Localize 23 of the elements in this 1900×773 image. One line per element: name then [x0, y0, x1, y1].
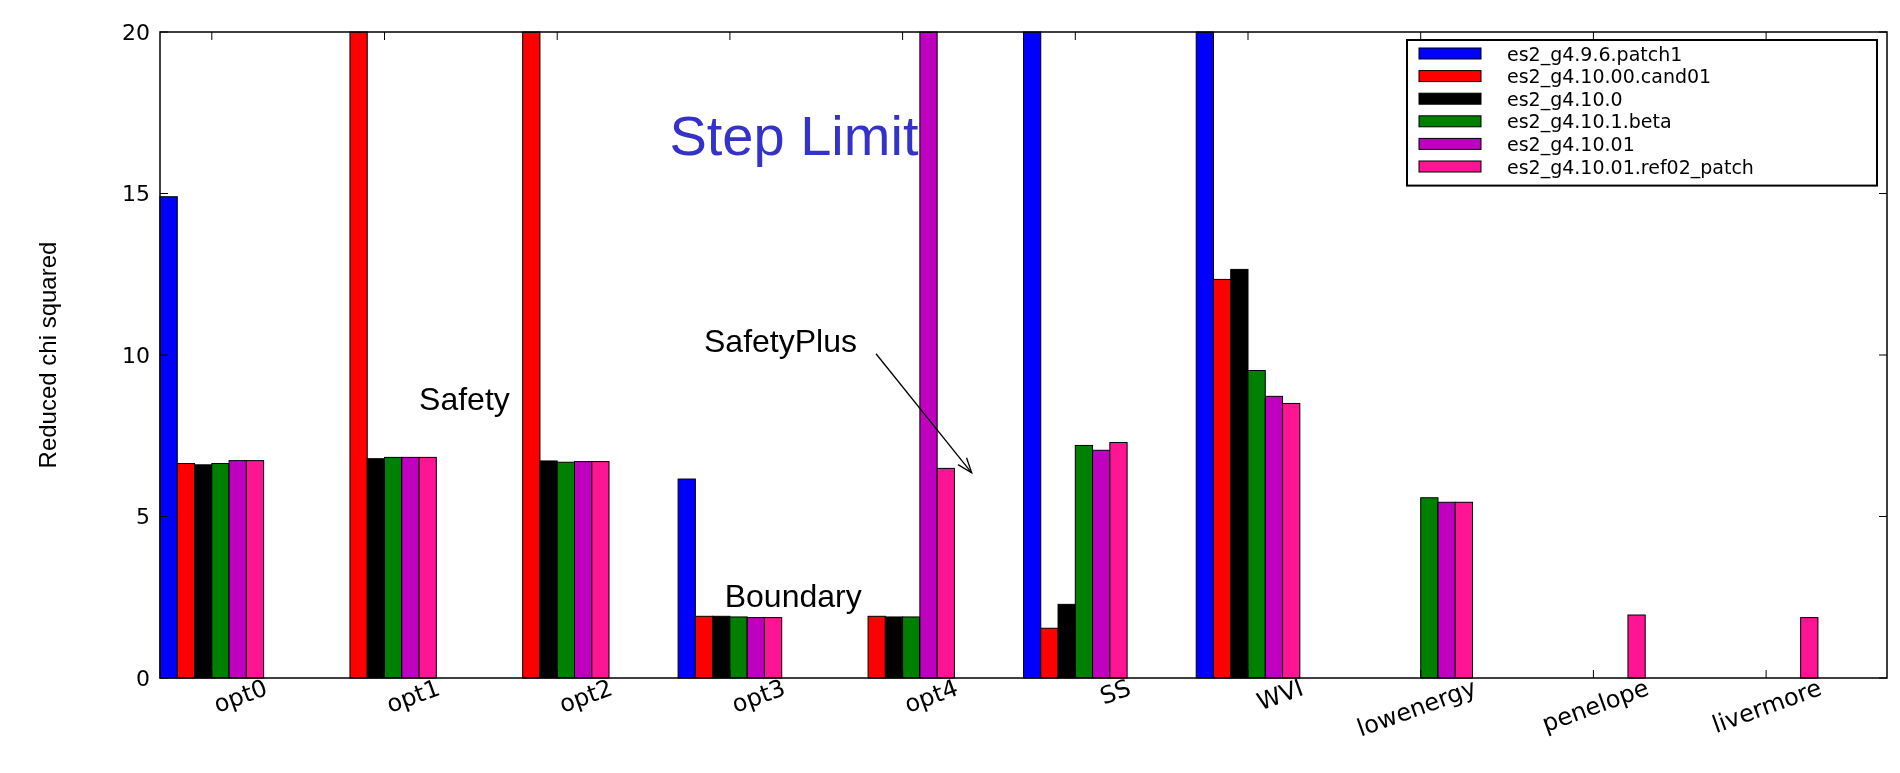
legend-label: es2_g4.9.6.patch1	[1507, 42, 1683, 66]
legend-label: es2_g4.10.00.cand01	[1507, 65, 1712, 89]
x-tick-label: opt0	[209, 673, 271, 719]
annotation: Step Limit	[669, 103, 919, 167]
x-tick-label: opt1	[382, 673, 444, 719]
annotation: Safety	[419, 380, 510, 417]
y-tick-label: 5	[136, 504, 150, 530]
y-tick-label: 20	[122, 19, 150, 45]
legend-label: es2_g4.10.1.beta	[1507, 110, 1672, 134]
x-tick-label: SS	[1096, 673, 1135, 711]
y-axis-title: Reduced chi squared	[34, 241, 61, 469]
legend-label: es2_g4.10.01.ref02_patch	[1507, 155, 1754, 179]
x-tick-label: opt2	[555, 673, 617, 719]
x-tick-label: opt4	[900, 673, 962, 719]
x-tick-label: opt3	[728, 673, 789, 719]
x-tick-label: WVI	[1253, 673, 1308, 717]
y-tick-label: 15	[122, 181, 150, 207]
legend-label: es2_g4.10.01	[1507, 133, 1635, 157]
annotation: Boundary	[724, 577, 862, 614]
y-tick-label: 0	[136, 665, 150, 691]
annotation: SafetyPlus	[704, 322, 857, 359]
y-tick-label: 10	[122, 342, 150, 368]
legend-label: es2_g4.10.0	[1507, 87, 1623, 111]
